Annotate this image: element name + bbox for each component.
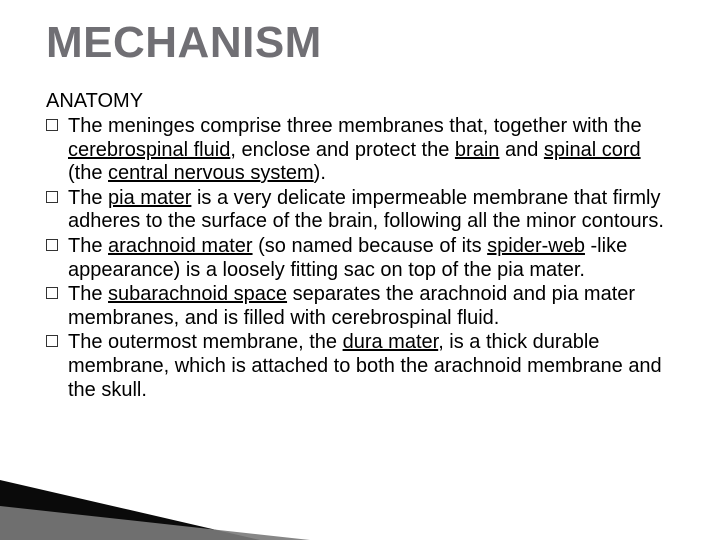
body-text: The meninges comprise three membranes th… xyxy=(68,115,642,137)
checkbox-icon xyxy=(46,119,58,131)
body-text: The xyxy=(68,235,108,257)
body-text: The xyxy=(68,187,108,209)
hyperlink-text[interactable]: dura mater xyxy=(343,331,439,353)
list-item: The pia mater is a very delicate imperme… xyxy=(46,187,674,234)
checkbox-icon xyxy=(46,287,58,299)
page-title: MECHANISM xyxy=(46,18,674,68)
hyperlink-text[interactable]: spider-web xyxy=(487,235,585,257)
body-text: (so named because of its xyxy=(253,235,488,257)
checkbox-icon xyxy=(46,191,58,203)
hyperlink-text[interactable]: cerebrospinal fluid xyxy=(68,139,230,161)
list-item: The arachnoid mater (so named because of… xyxy=(46,235,674,282)
list-item: The meninges comprise three membranes th… xyxy=(46,115,674,186)
slide: MECHANISM ANATOMY The meninges comprise … xyxy=(0,0,720,540)
hyperlink-text[interactable]: central nervous system xyxy=(108,162,314,184)
hyperlink-text[interactable]: subarachnoid space xyxy=(108,283,287,305)
list-item: The subarachnoid space separates the ara… xyxy=(46,283,674,330)
section-subheading: ANATOMY xyxy=(46,90,674,113)
hyperlink-text[interactable]: spinal cord xyxy=(544,139,641,161)
body-text: and xyxy=(499,139,543,161)
body-text: , enclose and protect the xyxy=(230,139,455,161)
hyperlink-text[interactable]: pia mater xyxy=(108,187,191,209)
body-text: The xyxy=(68,283,108,305)
hyperlink-text[interactable]: arachnoid mater xyxy=(108,235,253,257)
list-item: The outermost membrane, the dura mater, … xyxy=(46,331,674,402)
decorative-wedge-grey xyxy=(0,506,310,540)
body-text: (the xyxy=(68,162,108,184)
bullet-list: The meninges comprise three membranes th… xyxy=(46,115,674,402)
checkbox-icon xyxy=(46,239,58,251)
body-text: The outermost membrane, the xyxy=(68,331,343,353)
hyperlink-text[interactable]: brain xyxy=(455,139,499,161)
checkbox-icon xyxy=(46,335,58,347)
body-text: ). xyxy=(314,162,326,184)
